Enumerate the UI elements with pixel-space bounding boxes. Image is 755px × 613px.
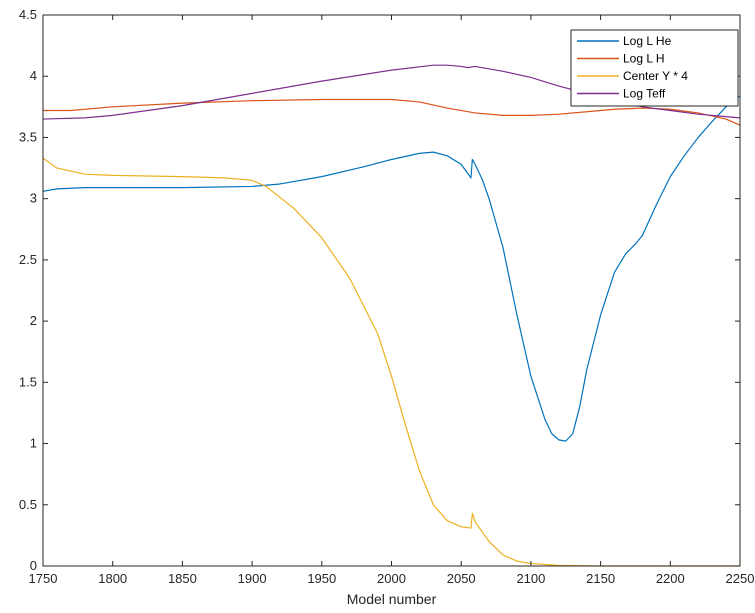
y-tick-label: 1.5 xyxy=(19,374,37,389)
y-tick-label: 2.5 xyxy=(19,252,37,267)
legend-label: Log Teff xyxy=(623,87,666,101)
series-layer xyxy=(42,64,741,567)
y-tick-label: 4 xyxy=(30,68,37,83)
y-tick-label: 1 xyxy=(30,436,37,451)
series-line-log-l-h xyxy=(43,98,741,126)
legend-label: Center Y * 4 xyxy=(623,69,688,83)
y-tick-label: 3 xyxy=(30,191,37,206)
y-tick-label: 0 xyxy=(30,558,37,573)
legend-label: Log L H xyxy=(623,52,665,66)
series-line-center-y-4 xyxy=(42,157,740,567)
x-tick-label: 1950 xyxy=(307,571,336,586)
x-tick-label: 2200 xyxy=(656,571,685,586)
ticks-layer: 1750 1800 1850 1900 1950 2000 2050 2100 2150 2200… xyxy=(19,7,755,586)
x-axis-label: Model number xyxy=(347,591,437,607)
y-tick-label: 3.5 xyxy=(19,129,37,144)
legend: Log L He Log L H Center Y * 4 Log Teff xyxy=(570,29,739,107)
x-tick-label: 1900 xyxy=(238,571,267,586)
x-tick-label: 2100 xyxy=(516,571,545,586)
x-tick-label: 2000 xyxy=(377,571,406,586)
series-line-log-teff xyxy=(42,64,741,120)
y-tick-label: 0.5 xyxy=(19,497,37,512)
x-tick-label: 2250 xyxy=(726,571,755,586)
y-tick-label: 2 xyxy=(30,313,37,328)
x-tick-label: 1750 xyxy=(29,571,58,586)
legend-label: Log L He xyxy=(623,34,672,48)
x-tick-label: 2050 xyxy=(447,571,476,586)
series-line-log-l-he xyxy=(42,95,741,442)
x-tick-label: 2150 xyxy=(586,571,615,586)
x-tick-label: 1850 xyxy=(168,571,197,586)
y-tick-label: 4.5 xyxy=(19,7,37,22)
x-tick-label: 1800 xyxy=(98,571,127,586)
